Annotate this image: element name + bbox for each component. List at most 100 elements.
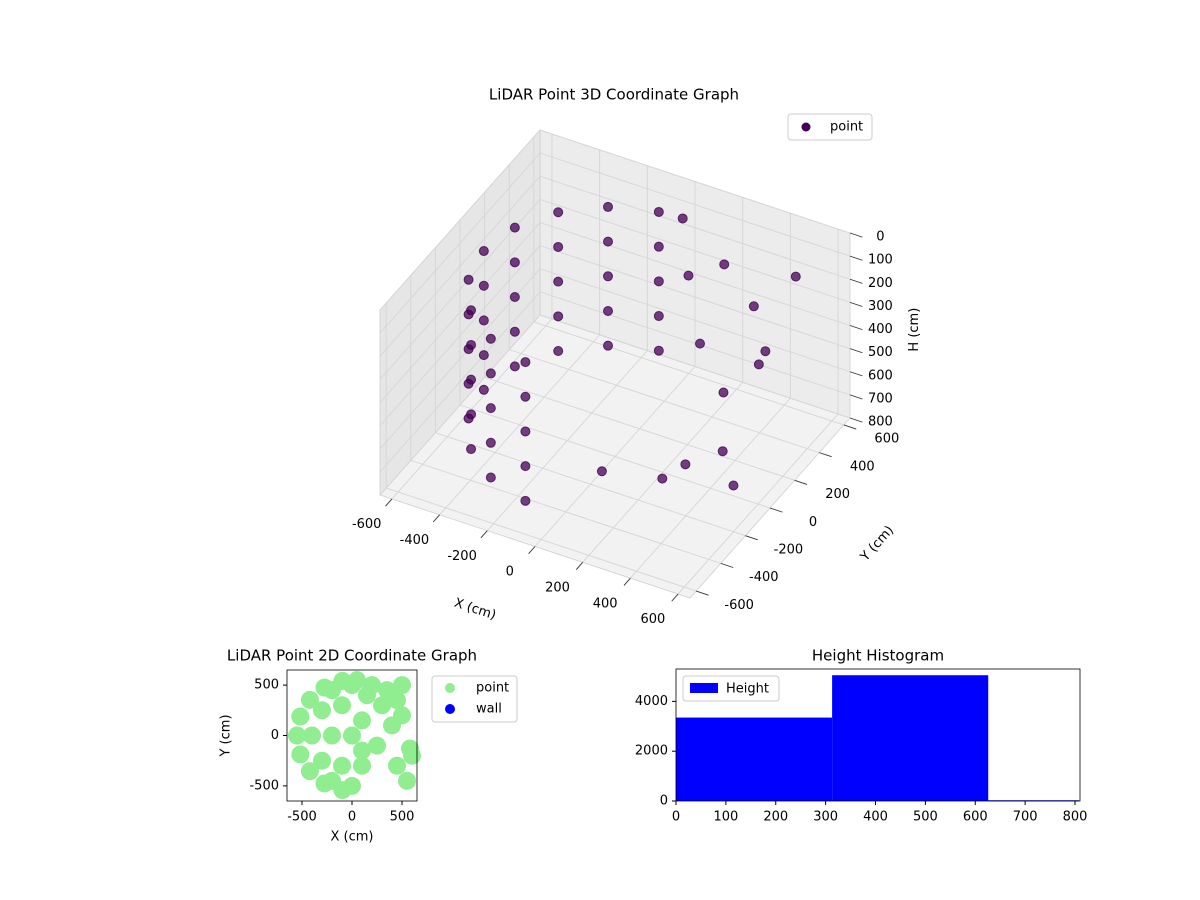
point <box>485 333 496 344</box>
grid-line <box>539 245 851 350</box>
point <box>596 466 607 477</box>
grid-line <box>379 222 541 403</box>
point <box>463 344 474 355</box>
point <box>353 741 371 760</box>
point <box>300 690 319 709</box>
point <box>343 726 361 745</box>
point <box>718 387 729 398</box>
grid-line <box>539 314 851 419</box>
point <box>520 461 531 472</box>
x-tick-label: 300 <box>813 810 838 825</box>
point <box>383 716 401 735</box>
point <box>653 345 664 356</box>
grid-line <box>539 175 851 280</box>
tick-mark <box>849 278 863 284</box>
tick-mark <box>432 514 440 523</box>
z-tick-label: 100 <box>868 253 893 268</box>
point <box>333 696 351 715</box>
legend-marker <box>801 122 811 132</box>
z-tick-label: 800 <box>868 415 893 430</box>
point <box>653 311 664 322</box>
point <box>463 309 474 320</box>
point <box>343 776 361 795</box>
point <box>553 207 564 218</box>
x-tick-label: -400 <box>400 533 430 548</box>
point <box>653 241 664 252</box>
point <box>553 241 564 252</box>
grid-line <box>379 152 541 334</box>
point <box>677 213 688 224</box>
point <box>553 276 564 287</box>
grid-line <box>539 152 851 257</box>
point <box>520 495 531 506</box>
grid-line <box>386 487 697 592</box>
point <box>401 739 419 758</box>
grid-line <box>539 198 851 303</box>
point <box>683 270 694 281</box>
point <box>603 201 614 212</box>
tick-mark <box>528 546 536 554</box>
y-tick-label: 600 <box>874 432 899 447</box>
point <box>303 726 321 745</box>
point <box>657 473 668 484</box>
tick-mark <box>671 593 679 602</box>
grid-line <box>379 291 541 473</box>
tick-mark <box>745 535 758 541</box>
legend-label: Height <box>726 682 769 697</box>
x-tick-label: 700 <box>1013 810 1038 825</box>
point <box>748 301 759 312</box>
grid-line <box>379 175 541 357</box>
y-tick-label: -600 <box>724 598 754 613</box>
tick-mark <box>849 325 863 331</box>
bar <box>676 717 833 801</box>
y-tick-label: 2000 <box>635 744 668 759</box>
point <box>393 676 411 695</box>
y-tick-label: 200 <box>825 487 850 502</box>
point <box>717 446 728 457</box>
y-tick-label: -400 <box>749 570 779 585</box>
point <box>509 361 520 372</box>
point <box>728 480 739 491</box>
point <box>603 305 614 316</box>
point <box>478 246 489 257</box>
point <box>603 271 614 282</box>
x-tick-label: 400 <box>593 596 618 611</box>
point <box>398 771 416 790</box>
point <box>653 276 664 287</box>
grid-line <box>533 321 844 426</box>
point <box>753 359 764 370</box>
z-axis-label: H (cm) <box>907 308 922 352</box>
y-tick-label: 500 <box>254 678 279 693</box>
point <box>553 346 564 357</box>
point <box>353 756 371 775</box>
point <box>520 426 531 437</box>
point <box>373 696 391 715</box>
point <box>291 745 310 764</box>
tick-mark <box>849 371 863 377</box>
tick-mark <box>696 590 709 596</box>
point <box>288 726 306 745</box>
point <box>358 686 376 705</box>
point <box>353 711 371 730</box>
y-tick-label: 400 <box>850 459 875 474</box>
z-tick-label: 400 <box>868 322 893 337</box>
point <box>313 701 331 720</box>
z-tick-label: 700 <box>868 391 893 406</box>
point <box>790 271 801 282</box>
point <box>463 378 474 389</box>
y-axis-label: Y (cm) <box>219 714 234 757</box>
point <box>478 315 489 326</box>
legend-box <box>787 113 873 141</box>
point <box>323 771 341 790</box>
x-tick-label: 200 <box>545 580 570 595</box>
legend-box <box>682 675 780 702</box>
point <box>603 340 614 351</box>
tick-mark <box>849 417 863 423</box>
x-tick-label: 600 <box>963 810 988 825</box>
x-tick-label: 200 <box>763 810 788 825</box>
grid-line <box>435 432 746 537</box>
tick-mark <box>849 232 863 238</box>
point <box>695 338 705 349</box>
legend-label: wall <box>476 702 502 717</box>
